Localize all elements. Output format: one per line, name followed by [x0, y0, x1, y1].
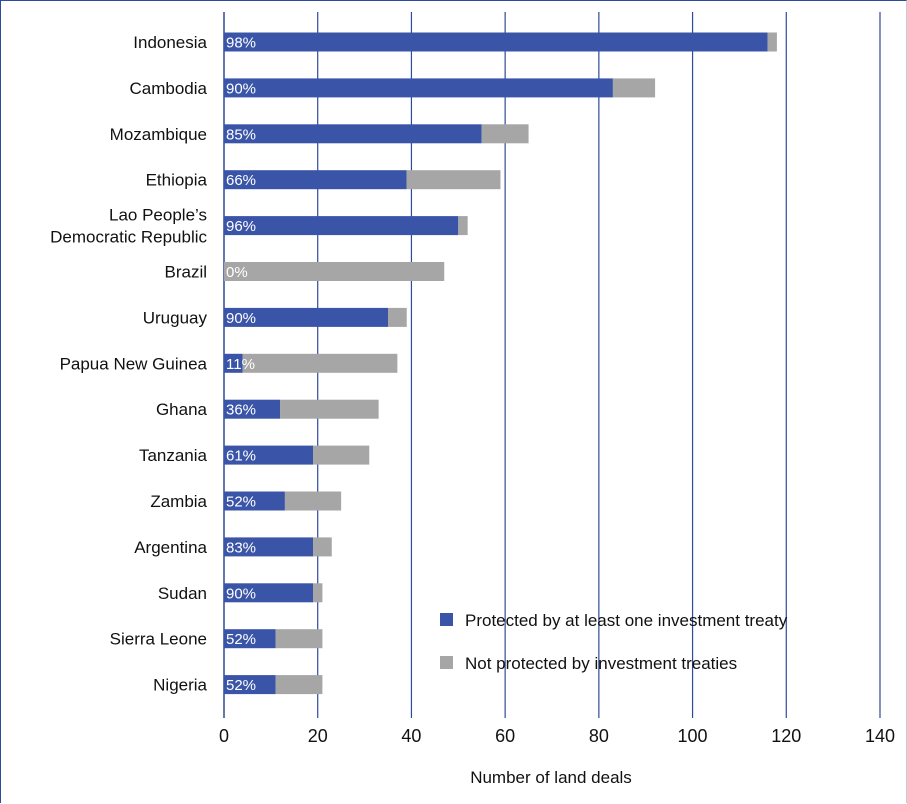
x-tick-label-120: 120 [771, 726, 801, 746]
bar-percent-label-10: 52% [226, 494, 256, 511]
bar-protected-1 [224, 78, 613, 98]
bar-not-protected-4 [458, 216, 468, 236]
bar-protected-11 [224, 537, 314, 557]
category-label-line: Mozambique [110, 125, 207, 144]
bar-percent-label-6: 90% [226, 310, 256, 327]
bar-not-protected-8 [280, 399, 379, 419]
bar-percent-label-7: 11% [226, 356, 255, 373]
bar-not-protected-0 [767, 32, 777, 52]
category-label-line: Cambodia [130, 79, 208, 98]
bar-percent-label-4: 96% [226, 218, 256, 235]
category-label-line: Democratic Republic [50, 228, 207, 247]
x-tick-label-100: 100 [678, 726, 708, 746]
category-label-line: Argentina [134, 538, 207, 557]
bar-not-protected-11 [313, 537, 332, 557]
category-label-4: Lao People’s Democratic Republic [50, 206, 207, 247]
bar-protected-14 [224, 675, 276, 695]
legend: Protected by at least one investment tre… [440, 611, 788, 673]
x-tick-label-20: 20 [308, 726, 328, 746]
bars-layer: 98% 90% 85% 66% 96% 0% 90% 11% 36% 61% 52% 83% 90% 52… [224, 32, 777, 695]
legend-swatch-protected [440, 613, 453, 626]
category-label-13: Sierra Leone [110, 630, 207, 649]
category-label-line: Indonesia [133, 33, 207, 52]
category-label-12: Sudan [158, 584, 207, 603]
bar-percent-label-14: 52% [226, 677, 256, 694]
bar-protected-2 [224, 124, 482, 144]
x-axis-title: Number of land deals [470, 768, 632, 787]
category-label-line: Nigeria [153, 676, 207, 695]
category-label-line: Ethiopia [146, 171, 208, 190]
category-label-5: Brazil [164, 263, 207, 282]
x-tick-labels: 0 20 40 60 80 100 120 140 [219, 726, 895, 746]
category-label-11: Argentina [134, 538, 207, 557]
category-label-8: Ghana [156, 400, 208, 419]
category-label-1: Cambodia [130, 79, 208, 98]
x-tick-label-40: 40 [401, 726, 421, 746]
bar-percent-label-9: 61% [226, 448, 256, 465]
bar-percent-label-0: 98% [226, 35, 256, 52]
bar-protected-8 [224, 399, 281, 419]
legend-label-protected: Protected by at least one investment tre… [465, 611, 788, 630]
bar-percent-label-12: 90% [226, 585, 256, 602]
bar-percent-label-8: 36% [226, 402, 256, 419]
category-label-line: Papua New Guinea [60, 354, 208, 373]
bar-percent-label-5: 0% [226, 264, 248, 281]
bar-percent-label-13: 52% [226, 631, 256, 648]
bar-not-protected-7 [242, 353, 398, 373]
category-label-0: Indonesia [133, 33, 207, 52]
bar-protected-10 [224, 491, 285, 511]
category-label-14: Nigeria [153, 676, 207, 695]
legend-label-not-protected: Not protected by investment treaties [465, 654, 737, 673]
category-label-3: Ethiopia [146, 171, 208, 190]
category-label-2: Mozambique [110, 125, 207, 144]
bar-protected-7 [224, 353, 243, 373]
category-label-7: Papua New Guinea [60, 354, 208, 373]
x-tick-label-60: 60 [495, 726, 515, 746]
category-label-line: Uruguay [143, 308, 208, 327]
bar-not-protected-6 [387, 307, 407, 327]
x-tick-label-140: 140 [865, 726, 895, 746]
bar-not-protected-2 [481, 124, 529, 144]
category-label-line: Lao People’s [109, 206, 207, 225]
bar-protected-9 [224, 445, 314, 465]
category-label-line: Brazil [164, 263, 207, 282]
bar-protected-6 [224, 307, 388, 327]
bar-not-protected-9 [313, 445, 370, 465]
bar-protected-3 [224, 170, 407, 190]
bar-not-protected-12 [313, 583, 323, 603]
category-label-line: Zambia [150, 492, 207, 511]
bar-not-protected-13 [275, 629, 323, 649]
category-label-line: Sierra Leone [110, 630, 207, 649]
bar-protected-12 [224, 583, 314, 603]
bar-not-protected-3 [406, 170, 501, 190]
bar-not-protected-1 [612, 78, 656, 98]
bar-percent-label-1: 90% [226, 80, 256, 97]
legend-swatch-not-protected [440, 656, 453, 669]
bar-not-protected-14 [275, 675, 323, 695]
bar-percent-label-2: 85% [226, 126, 256, 143]
bar-percent-label-3: 66% [226, 172, 256, 189]
x-tick-label-80: 80 [589, 726, 609, 746]
bar-protected-13 [224, 629, 276, 649]
category-label-9: Tanzania [139, 446, 208, 465]
bar-not-protected-10 [284, 491, 342, 511]
category-label-line: Ghana [156, 400, 208, 419]
category-label-6: Uruguay [143, 308, 208, 327]
bar-not-protected-5 [224, 262, 445, 281]
bar-protected-4 [224, 216, 459, 236]
bar-protected-0 [224, 32, 768, 52]
x-tick-label-0: 0 [219, 726, 229, 746]
category-label-line: Sudan [158, 584, 207, 603]
category-label-10: Zambia [150, 492, 207, 511]
bar-percent-label-11: 83% [226, 539, 256, 556]
category-labels: Indonesia Cambodia Mozambique Ethiopia Lao P… [50, 33, 207, 695]
category-label-line: Tanzania [139, 446, 208, 465]
